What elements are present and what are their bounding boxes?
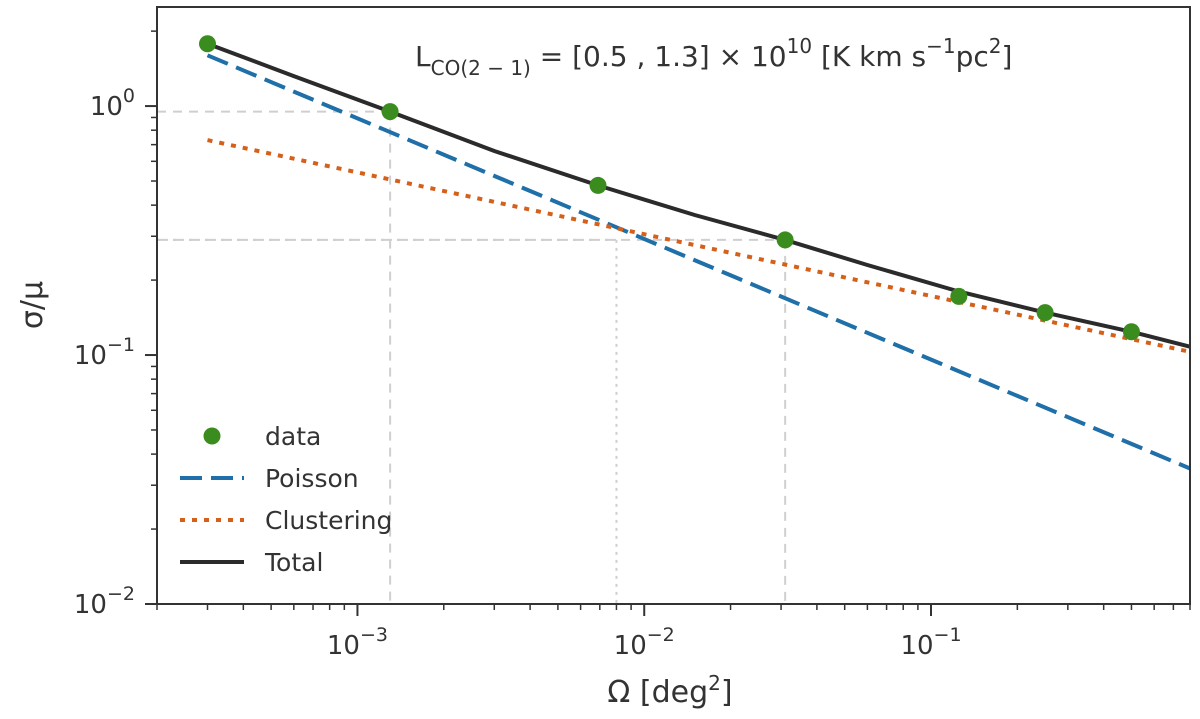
x-tick-label: 10−1 <box>900 624 961 661</box>
y-tick-label: 10−1 <box>74 334 135 371</box>
legend-label-clustering: Clustering <box>265 506 392 535</box>
data-point-5 <box>950 287 968 305</box>
legend-label-data: data <box>265 422 321 451</box>
data-point-3 <box>589 176 607 194</box>
legend: data Poisson Clustering Total <box>180 422 392 577</box>
y-tick-label: 10−2 <box>74 583 135 620</box>
x-tick-label: 10−3 <box>327 624 388 661</box>
x-tick-label: 10−2 <box>614 624 675 661</box>
x-axis-ticks: 10−3 10−2 10−1 <box>156 604 1191 661</box>
data-point-4 <box>776 231 794 249</box>
x-axis-label: Ω [deg2] <box>607 671 732 710</box>
data-point-1 <box>198 35 216 53</box>
series-markers <box>198 35 1140 341</box>
y-axis-ticks: 100 10−1 10−2 <box>74 30 157 620</box>
series-lines <box>206 41 1191 471</box>
plot-frame <box>156 6 1191 605</box>
data-point-7 <box>1122 323 1140 341</box>
data-point-6 <box>1036 304 1054 322</box>
poisson-line <box>206 53 1191 471</box>
legend-swatch-data <box>203 427 221 445</box>
data-point-2 <box>381 103 399 121</box>
legend-label-poisson: Poisson <box>265 464 359 493</box>
total-line <box>206 41 1191 349</box>
y-axis-label: σ/μ <box>15 281 50 329</box>
legend-label-total: Total <box>264 548 323 577</box>
y-tick-label: 100 <box>90 85 135 122</box>
reference-lines <box>157 110 787 604</box>
annotation-luminosity-range: LCO(2 − 1) = [0.5 , 1.3] × 1010 [K km s−… <box>415 34 1012 80</box>
